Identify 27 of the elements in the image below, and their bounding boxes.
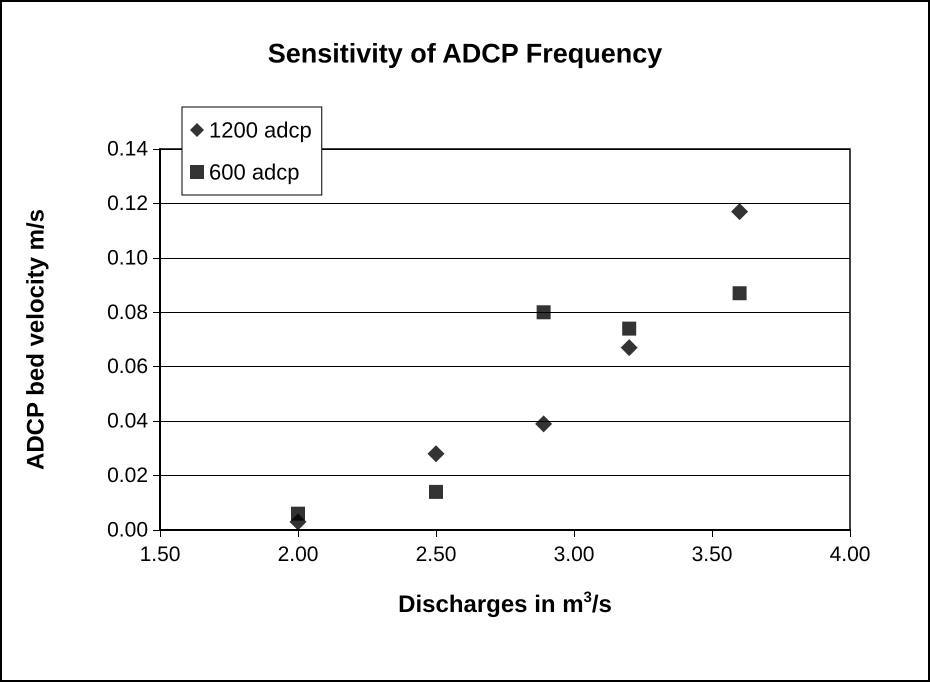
point xyxy=(536,305,551,320)
y-tick-label: 0.04 xyxy=(107,410,148,433)
chart-title: Sensitivity of ADCP Frequency xyxy=(268,38,662,68)
x-tick-label: 1.50 xyxy=(140,543,180,566)
y-tick-label: 0.00 xyxy=(107,518,148,542)
point xyxy=(429,484,443,499)
point xyxy=(620,339,638,356)
x-tick-label: 3.00 xyxy=(554,543,594,566)
point xyxy=(291,506,305,521)
point xyxy=(535,415,552,432)
legend-label: 1200 adcp xyxy=(209,118,312,142)
x-tick-label: 4.00 xyxy=(830,543,870,566)
y-axis-title: ADCP bed velocity m/s xyxy=(22,209,50,470)
x-tick-label: 3.50 xyxy=(692,543,732,566)
y-tick-label: 0.12 xyxy=(107,192,148,215)
y-tick-label: 0.14 xyxy=(107,138,148,160)
y-tick-label: 0.08 xyxy=(107,300,148,324)
legend-label: 600 adcp xyxy=(209,160,300,184)
point xyxy=(731,203,748,220)
point xyxy=(732,286,747,300)
x-tick-label: 2.00 xyxy=(278,543,318,566)
y-tick-label: 0.02 xyxy=(107,464,148,488)
x-tick-label: 2.50 xyxy=(416,543,456,566)
y-tick-label: 0.06 xyxy=(107,355,148,378)
point xyxy=(428,445,444,462)
point xyxy=(622,322,636,336)
y-tick-label: 0.10 xyxy=(107,246,148,270)
